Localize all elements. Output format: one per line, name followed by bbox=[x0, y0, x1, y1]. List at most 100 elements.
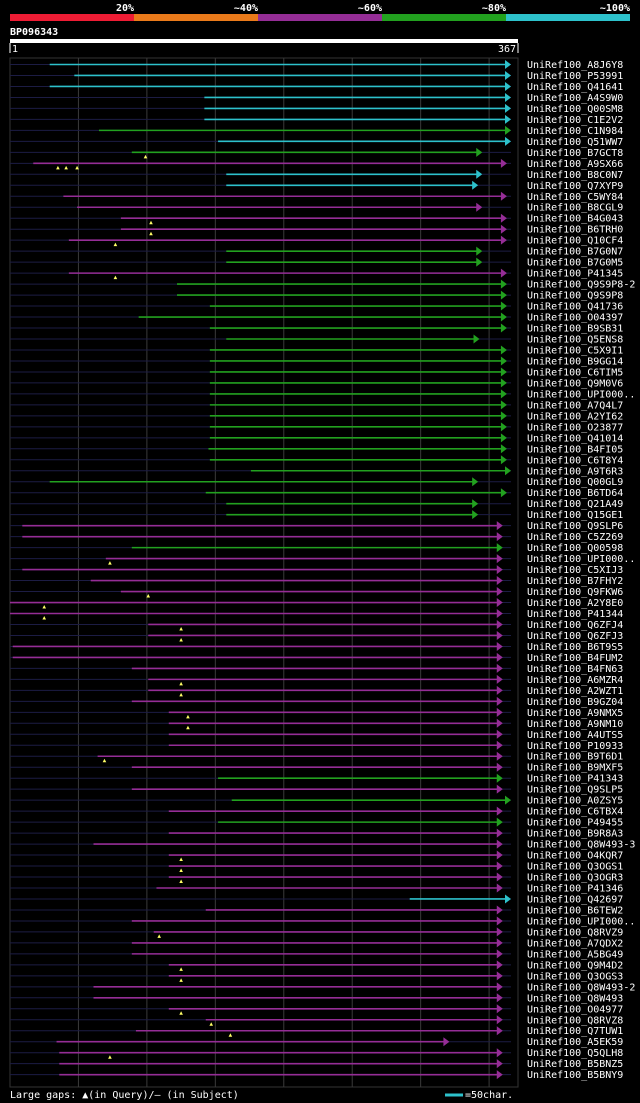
hit-row[interactable]: UniRef100_P41343 bbox=[10, 774, 623, 785]
hit-row[interactable]: UniRef100_C6T8Y4 bbox=[10, 455, 623, 466]
hit-label[interactable]: UniRef100_UPI000.. bbox=[527, 554, 635, 565]
hit-row[interactable]: UniRef100_O04397 bbox=[10, 313, 623, 324]
hit-label[interactable]: UniRef100_Q9S9P8-2 bbox=[527, 280, 635, 291]
hit-label[interactable]: UniRef100_B7GCT8 bbox=[527, 148, 623, 159]
hit-label[interactable]: UniRef100_Q6ZFJ4 bbox=[527, 620, 623, 631]
hit-label[interactable]: UniRef100_B6T9S5 bbox=[527, 642, 623, 653]
hit-row[interactable]: UniRef100_A9NMX5 bbox=[10, 708, 623, 719]
hit-row[interactable]: UniRef100_Q00SM8 bbox=[10, 104, 623, 115]
hit-row[interactable]: UniRef100_Q42697 bbox=[10, 894, 623, 905]
hit-label[interactable]: UniRef100_A9NM10 bbox=[527, 719, 623, 730]
hit-label[interactable]: UniRef100_Q41641 bbox=[527, 82, 623, 93]
hit-label[interactable]: UniRef100_O23877 bbox=[527, 422, 623, 433]
hit-row[interactable]: UniRef100_Q6ZFJ3 bbox=[10, 631, 623, 642]
hit-label[interactable]: UniRef100_Q5ENS8 bbox=[527, 335, 623, 346]
hit-label[interactable]: UniRef100_Q41736 bbox=[527, 302, 623, 313]
hit-row[interactable]: UniRef100_C1N984 bbox=[10, 126, 623, 137]
hit-label[interactable]: UniRef100_B9GZ04 bbox=[527, 697, 623, 708]
hit-row[interactable]: UniRef100_Q41641 bbox=[10, 82, 623, 93]
hit-row[interactable]: UniRef100_B4FN63 bbox=[10, 664, 623, 675]
hit-row[interactable]: UniRef100_Q9S9P8-2 bbox=[10, 280, 635, 291]
hit-row[interactable]: UniRef100_Q9M4D2 bbox=[10, 960, 623, 971]
hit-row[interactable]: UniRef100_B6TRH0 bbox=[10, 225, 623, 236]
hit-label[interactable]: UniRef100_P53991 bbox=[527, 71, 623, 82]
hit-row[interactable]: UniRef100_B7G0M5 bbox=[10, 258, 623, 269]
hit-row[interactable]: UniRef100_B9GZ04 bbox=[10, 697, 623, 708]
hit-row[interactable]: UniRef100_A5BG49 bbox=[10, 949, 623, 960]
hit-row[interactable]: UniRef100_B5BNY9 bbox=[10, 1070, 623, 1081]
hit-row[interactable]: UniRef100_A2WZT1 bbox=[10, 686, 623, 697]
hit-row[interactable]: UniRef100_B4FI05 bbox=[10, 444, 623, 455]
hit-label[interactable]: UniRef100_O4KQR7 bbox=[527, 851, 623, 862]
hit-row[interactable]: UniRef100_C5X9I1 bbox=[10, 345, 623, 356]
hit-row[interactable]: UniRef100_P10933 bbox=[10, 741, 623, 752]
hit-label[interactable]: UniRef100_Q00SM8 bbox=[527, 104, 623, 115]
hit-row[interactable]: UniRef100_UPI000.. bbox=[10, 389, 635, 400]
hit-label[interactable]: UniRef100_A2YI62 bbox=[527, 411, 623, 422]
hit-row[interactable]: UniRef100_Q3OGS3 bbox=[10, 971, 623, 982]
hit-row[interactable]: UniRef100_A2YI62 bbox=[10, 411, 623, 422]
hit-label[interactable]: UniRef100_A0ZSY5 bbox=[527, 796, 623, 807]
hit-row[interactable]: UniRef100_A5EK59 bbox=[10, 1037, 623, 1048]
hit-row[interactable]: UniRef100_A6MZR4 bbox=[10, 675, 623, 686]
hit-label[interactable]: UniRef100_P49455 bbox=[527, 818, 623, 829]
hit-label[interactable]: UniRef100_A5EK59 bbox=[527, 1037, 623, 1048]
hit-row[interactable]: UniRef100_A9SX66 bbox=[10, 159, 623, 170]
hit-row[interactable]: UniRef100_Q9S9P8 bbox=[10, 291, 623, 302]
hit-row[interactable]: UniRef100_UPI000.. bbox=[10, 916, 635, 927]
hit-label[interactable]: UniRef100_B9GG14 bbox=[527, 356, 623, 367]
hit-label[interactable]: UniRef100_Q9SLP5 bbox=[527, 785, 623, 796]
hit-row[interactable]: UniRef100_B9GG14 bbox=[10, 356, 623, 367]
hit-label[interactable]: UniRef100_Q15GE1 bbox=[527, 510, 623, 521]
hit-label[interactable]: UniRef100_Q00GL9 bbox=[527, 477, 623, 488]
hit-row[interactable]: UniRef100_C5WY84 bbox=[10, 192, 623, 203]
hit-row[interactable]: UniRef100_Q9SLP5 bbox=[10, 785, 623, 796]
hit-row[interactable]: UniRef100_C5Z269 bbox=[10, 532, 623, 543]
hit-label[interactable]: UniRef100_C5Z269 bbox=[527, 532, 623, 543]
hit-row[interactable]: UniRef100_B8C0N7 bbox=[10, 170, 623, 181]
hit-row[interactable]: UniRef100_Q00598 bbox=[10, 543, 623, 554]
hit-label[interactable]: UniRef100_Q9SLP6 bbox=[527, 521, 623, 532]
hit-row[interactable]: UniRef100_C1E2V2 bbox=[10, 115, 623, 126]
hit-label[interactable]: UniRef100_O04397 bbox=[527, 313, 623, 324]
hit-label[interactable]: UniRef100_A7QDX2 bbox=[527, 938, 623, 949]
hit-label[interactable]: UniRef100_A9NMX5 bbox=[527, 708, 623, 719]
hit-row[interactable]: UniRef100_O23877 bbox=[10, 422, 623, 433]
hit-row[interactable]: UniRef100_A7Q4L7 bbox=[10, 400, 623, 411]
hit-label[interactable]: UniRef100_B9MXF5 bbox=[527, 763, 623, 774]
hit-label[interactable]: UniRef100_Q5QLH8 bbox=[527, 1048, 623, 1059]
hit-row[interactable]: UniRef100_P41344 bbox=[10, 609, 623, 620]
hit-label[interactable]: UniRef100_B8C0N7 bbox=[527, 170, 623, 181]
hit-label[interactable]: UniRef100_Q3OGS3 bbox=[527, 971, 623, 982]
hit-row[interactable]: UniRef100_A8J6Y8 bbox=[10, 60, 623, 71]
hit-label[interactable]: UniRef100_Q7XYP9 bbox=[527, 181, 623, 192]
hit-label[interactable]: UniRef100_C6TBX4 bbox=[527, 807, 623, 818]
hit-row[interactable]: UniRef100_B7G0N7 bbox=[10, 247, 623, 258]
hit-label[interactable]: UniRef100_Q9M0V6 bbox=[527, 378, 623, 389]
hit-label[interactable]: UniRef100_A6MZR4 bbox=[527, 675, 623, 686]
hit-label[interactable]: UniRef100_A2Y8E0 bbox=[527, 598, 623, 609]
hit-label[interactable]: UniRef100_P41344 bbox=[527, 609, 623, 620]
hit-row[interactable]: UniRef100_Q3OGR3 bbox=[10, 873, 623, 884]
hit-row[interactable]: UniRef100_B8CGL9 bbox=[10, 203, 623, 214]
hit-row[interactable]: UniRef100_P53991 bbox=[10, 71, 623, 82]
hit-label[interactable]: UniRef100_B7G0N7 bbox=[527, 247, 623, 258]
hit-label[interactable]: UniRef100_O04977 bbox=[527, 1004, 623, 1015]
hit-label[interactable]: UniRef100_Q00598 bbox=[527, 543, 623, 554]
hit-label[interactable]: UniRef100_B7FHY2 bbox=[527, 576, 623, 587]
hit-row[interactable]: UniRef100_B4FUM2 bbox=[10, 653, 623, 664]
hit-label[interactable]: UniRef100_A7Q4L7 bbox=[527, 400, 623, 411]
hit-label[interactable]: UniRef100_A9SX66 bbox=[527, 159, 623, 170]
hit-row[interactable]: UniRef100_B4G043 bbox=[10, 214, 623, 225]
hit-row[interactable]: UniRef100_B5BNZ5 bbox=[10, 1059, 623, 1070]
hit-label[interactable]: UniRef100_B6TRH0 bbox=[527, 225, 623, 236]
hit-row[interactable]: UniRef100_Q8W493-3 bbox=[10, 840, 635, 851]
hit-label[interactable]: UniRef100_P41343 bbox=[527, 774, 623, 785]
hit-row[interactable]: UniRef100_Q15GE1 bbox=[10, 510, 623, 521]
hit-label[interactable]: UniRef100_Q10CF4 bbox=[527, 236, 623, 247]
hit-label[interactable]: UniRef100_Q8W493 bbox=[527, 993, 623, 1004]
hit-row[interactable]: UniRef100_B6T9S5 bbox=[10, 642, 623, 653]
hit-label[interactable]: UniRef100_P41345 bbox=[527, 269, 623, 280]
hit-row[interactable]: UniRef100_B9MXF5 bbox=[10, 763, 623, 774]
hit-label[interactable]: UniRef100_B4G043 bbox=[527, 214, 623, 225]
